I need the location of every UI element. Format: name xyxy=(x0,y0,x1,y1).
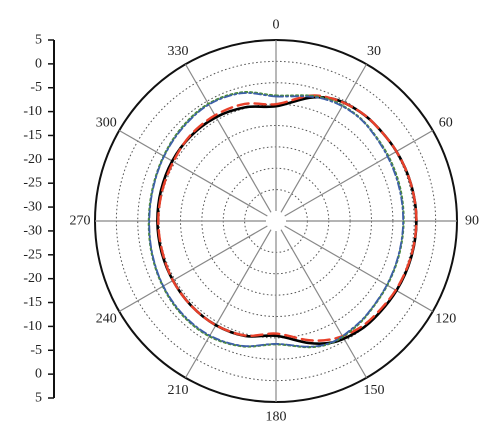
angle-label-150: 150 xyxy=(364,383,385,398)
angle-label-330: 330 xyxy=(168,44,189,59)
radial-scale-label: -20 xyxy=(23,152,42,167)
radial-side-scale: 5 0 -5 -10 -15 -20 -25 -30 -30 -25 -20 -15 -10 -5 0 5 xyxy=(23,33,55,406)
series-2-line xyxy=(157,94,418,342)
radial-scale-label: -10 xyxy=(23,104,42,119)
polar-grid xyxy=(94,39,458,403)
radial-scale-label: -10 xyxy=(23,319,42,334)
grid-spoke xyxy=(118,129,268,217)
series-traces xyxy=(147,91,418,349)
radial-scale-label: -5 xyxy=(30,80,42,95)
angle-label-0: 0 xyxy=(273,18,280,33)
angle-tick-labels: 0 30 60 90 120 150 180 210 240 270 300 330 xyxy=(70,18,480,425)
radial-scale-label: -15 xyxy=(23,128,42,143)
grid-spoke xyxy=(118,225,268,313)
angle-label-60: 60 xyxy=(439,116,453,131)
radial-scale-label: -25 xyxy=(23,247,42,262)
angle-label-180: 180 xyxy=(266,410,287,425)
radial-scale-label: 5 xyxy=(35,33,42,48)
series-4-line xyxy=(148,92,405,348)
angle-label-120: 120 xyxy=(435,312,456,327)
radial-scale-label: -30 xyxy=(23,223,42,238)
angle-label-240: 240 xyxy=(96,312,117,327)
series-1-line xyxy=(156,95,418,346)
angle-label-300: 300 xyxy=(96,116,117,131)
grid-spoke xyxy=(280,63,368,213)
radial-scale-label: -25 xyxy=(23,176,42,191)
radial-scale-label: -30 xyxy=(23,200,42,215)
angle-label-90: 90 xyxy=(465,214,479,229)
grid-spoke xyxy=(284,129,434,217)
grid-spoke xyxy=(184,229,272,379)
angle-label-30: 30 xyxy=(367,44,381,59)
angle-label-210: 210 xyxy=(168,383,189,398)
radial-scale-label: 5 xyxy=(35,391,42,406)
angle-label-270: 270 xyxy=(70,214,91,229)
radial-scale-label: -15 xyxy=(23,295,42,310)
radial-scale-label: -20 xyxy=(23,271,42,286)
radial-scale-label: -5 xyxy=(30,343,42,358)
radial-scale-label: 0 xyxy=(35,56,42,71)
grid-spoke xyxy=(284,225,434,313)
radial-scale-label: 0 xyxy=(35,367,42,382)
grid-spoke xyxy=(280,229,368,379)
grid-spoke xyxy=(184,63,272,213)
